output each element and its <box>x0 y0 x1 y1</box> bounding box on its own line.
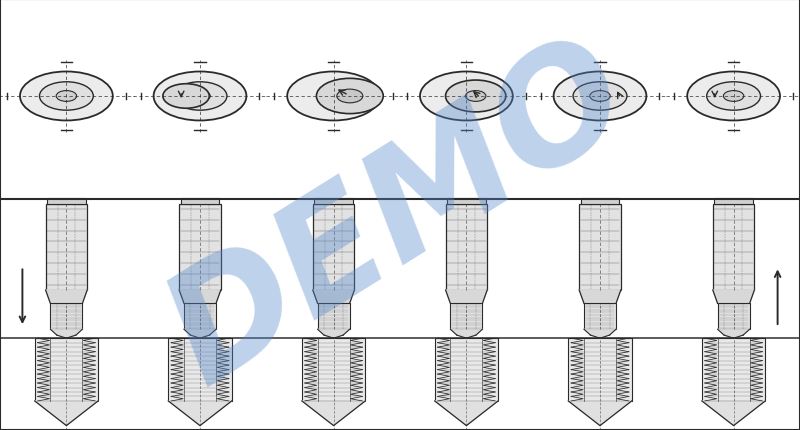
Ellipse shape <box>20 72 113 121</box>
Polygon shape <box>34 401 98 426</box>
Ellipse shape <box>420 72 513 121</box>
Polygon shape <box>302 401 366 426</box>
Bar <box>34 338 98 401</box>
Bar <box>47 199 86 204</box>
Polygon shape <box>718 329 750 338</box>
Polygon shape <box>46 290 87 304</box>
Bar <box>434 338 498 401</box>
Bar <box>0 200 800 430</box>
Bar <box>584 304 616 329</box>
Ellipse shape <box>154 72 246 121</box>
Polygon shape <box>318 329 350 338</box>
Bar <box>450 304 482 329</box>
Bar <box>713 204 754 290</box>
Bar <box>179 204 221 290</box>
Bar <box>0 0 800 200</box>
Polygon shape <box>579 290 621 304</box>
Polygon shape <box>450 329 482 338</box>
Bar <box>50 304 82 329</box>
Text: DEMO: DEMO <box>143 16 657 414</box>
Ellipse shape <box>173 83 227 111</box>
Ellipse shape <box>687 72 780 121</box>
Bar <box>184 304 216 329</box>
Ellipse shape <box>56 91 77 102</box>
Bar <box>302 338 366 401</box>
Polygon shape <box>702 401 766 426</box>
Ellipse shape <box>723 91 744 102</box>
Bar <box>181 199 219 204</box>
Polygon shape <box>568 401 632 426</box>
Ellipse shape <box>317 79 383 114</box>
Ellipse shape <box>466 91 486 102</box>
Polygon shape <box>446 290 487 304</box>
Ellipse shape <box>573 83 627 111</box>
Ellipse shape <box>446 81 506 113</box>
Ellipse shape <box>39 83 94 111</box>
Bar <box>714 199 753 204</box>
Bar <box>568 338 632 401</box>
Bar <box>579 204 621 290</box>
Bar <box>702 338 766 401</box>
Ellipse shape <box>706 83 761 111</box>
Ellipse shape <box>287 72 380 121</box>
Ellipse shape <box>163 85 210 109</box>
Polygon shape <box>168 401 232 426</box>
Polygon shape <box>313 290 354 304</box>
Polygon shape <box>434 401 498 426</box>
Bar <box>447 199 486 204</box>
Ellipse shape <box>554 72 646 121</box>
Polygon shape <box>50 329 82 338</box>
Bar <box>46 204 87 290</box>
Polygon shape <box>713 290 754 304</box>
Bar <box>581 199 619 204</box>
Bar <box>318 304 350 329</box>
Ellipse shape <box>337 90 363 104</box>
Polygon shape <box>184 329 216 338</box>
Polygon shape <box>179 290 221 304</box>
Bar <box>313 204 354 290</box>
Bar <box>446 204 487 290</box>
Bar <box>718 304 750 329</box>
Polygon shape <box>584 329 616 338</box>
Ellipse shape <box>590 91 610 102</box>
Bar <box>314 199 353 204</box>
Bar <box>168 338 232 401</box>
Ellipse shape <box>190 91 210 102</box>
